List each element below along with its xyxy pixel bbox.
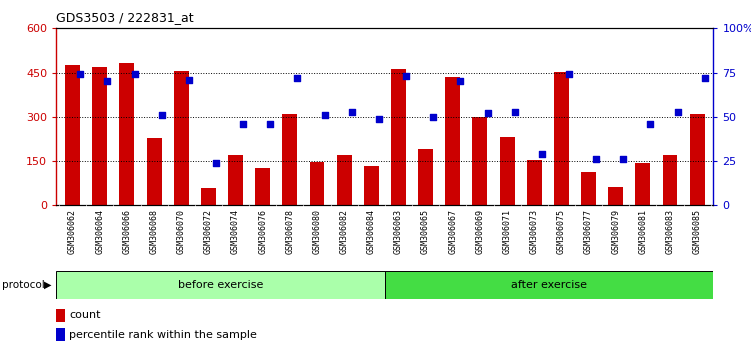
Bar	[418, 149, 433, 205]
Text: ▶: ▶	[44, 280, 51, 290]
Bar	[554, 72, 569, 205]
Point	[644, 121, 656, 127]
Text: after exercise: after exercise	[511, 280, 587, 290]
Bar	[282, 114, 297, 205]
Text: GSM306079: GSM306079	[611, 209, 620, 253]
Text: GSM306084: GSM306084	[366, 209, 376, 253]
Point	[481, 110, 493, 116]
Point	[563, 72, 575, 77]
Bar	[92, 67, 107, 205]
Text: GSM306076: GSM306076	[258, 209, 267, 253]
Point	[400, 73, 412, 79]
Text: GSM306066: GSM306066	[122, 209, 131, 253]
Point	[373, 116, 385, 121]
Bar	[635, 163, 650, 205]
Text: GSM306070: GSM306070	[176, 209, 185, 253]
Text: GSM306082: GSM306082	[339, 209, 348, 253]
Point	[182, 77, 195, 82]
Bar	[662, 155, 677, 205]
Point	[318, 112, 330, 118]
Point	[617, 156, 629, 162]
Bar	[309, 162, 324, 205]
Point	[454, 79, 466, 84]
Bar	[119, 63, 134, 205]
Text: GSM306072: GSM306072	[204, 209, 213, 253]
Text: GSM306077: GSM306077	[584, 209, 593, 253]
Text: count: count	[70, 310, 101, 320]
Bar	[173, 71, 189, 205]
Point	[101, 79, 113, 84]
Text: percentile rank within the sample: percentile rank within the sample	[70, 330, 258, 339]
Bar	[581, 172, 596, 205]
Text: GSM306071: GSM306071	[502, 209, 511, 253]
Text: GSM306085: GSM306085	[692, 209, 701, 253]
Point	[237, 121, 249, 127]
Point	[291, 75, 303, 81]
Text: GSM306068: GSM306068	[149, 209, 158, 253]
Bar	[472, 118, 487, 205]
Text: GSM306062: GSM306062	[68, 209, 77, 253]
Bar	[228, 155, 243, 205]
Text: GSM306075: GSM306075	[557, 209, 566, 253]
Text: GSM306069: GSM306069	[475, 209, 484, 253]
Bar	[255, 167, 270, 205]
Text: GSM306078: GSM306078	[285, 209, 294, 253]
Text: GSM306074: GSM306074	[231, 209, 240, 253]
Text: GSM306083: GSM306083	[665, 209, 674, 253]
Bar	[65, 65, 80, 205]
Text: before exercise: before exercise	[178, 280, 264, 290]
Point	[74, 72, 86, 77]
Text: GSM306065: GSM306065	[421, 209, 430, 253]
Text: GSM306080: GSM306080	[312, 209, 321, 253]
Point	[698, 75, 710, 81]
Bar	[56, 328, 65, 341]
Point	[345, 109, 357, 114]
Bar	[445, 77, 460, 205]
Bar	[56, 309, 65, 322]
Text: GSM306081: GSM306081	[638, 209, 647, 253]
Bar	[336, 155, 351, 205]
Point	[210, 160, 222, 166]
Bar	[526, 160, 541, 205]
Point	[590, 156, 602, 162]
Text: GSM306073: GSM306073	[529, 209, 538, 253]
Bar	[201, 188, 216, 205]
Point	[128, 72, 140, 77]
Bar	[385, 271, 713, 299]
Bar	[56, 271, 385, 299]
Bar	[146, 138, 161, 205]
Text: GSM306067: GSM306067	[448, 209, 457, 253]
Bar	[689, 114, 704, 205]
Point	[155, 112, 167, 118]
Text: GSM306064: GSM306064	[95, 209, 104, 253]
Text: GDS3503 / 222831_at: GDS3503 / 222831_at	[56, 11, 194, 24]
Bar	[608, 187, 623, 205]
Text: protocol: protocol	[2, 280, 44, 290]
Bar	[363, 166, 379, 205]
Point	[671, 109, 683, 114]
Point	[427, 114, 439, 120]
Bar	[391, 69, 406, 205]
Point	[508, 109, 520, 114]
Text: GSM306063: GSM306063	[394, 209, 403, 253]
Bar	[499, 137, 514, 205]
Point	[535, 151, 547, 157]
Point	[264, 121, 276, 127]
